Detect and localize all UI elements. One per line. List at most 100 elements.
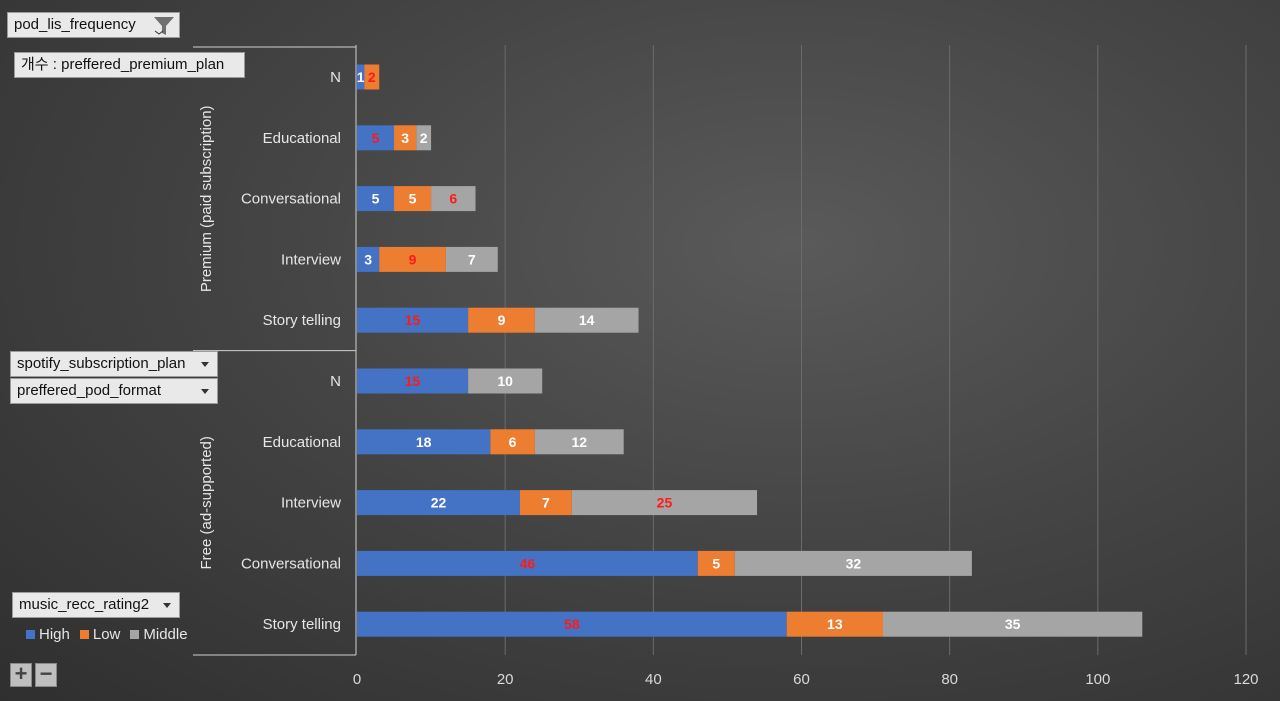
filter-field-button[interactable]: pod_lis_frequency bbox=[7, 12, 180, 38]
data-label: 3 bbox=[364, 251, 372, 267]
data-label: 6 bbox=[509, 434, 517, 450]
bar-segment-low bbox=[394, 186, 432, 212]
data-label: 46 bbox=[520, 555, 536, 571]
legend-item-middle[interactable]: Middle bbox=[130, 626, 188, 643]
bar-segment-low bbox=[697, 550, 735, 576]
bar-segment-low bbox=[519, 490, 572, 516]
category-label: Story telling bbox=[263, 616, 341, 633]
row-field-label-format: preffered_pod_format bbox=[17, 382, 161, 399]
legend-field-label: music_recc_rating2 bbox=[19, 596, 150, 613]
collapse-field-button[interactable]: − bbox=[35, 663, 57, 687]
minus-icon: − bbox=[39, 661, 53, 686]
bar-segment-low bbox=[490, 429, 535, 455]
data-label: 35 bbox=[1005, 616, 1021, 632]
category-label: N bbox=[330, 373, 341, 390]
bar-segment-middle bbox=[468, 368, 543, 394]
chart-legend: High Low Middle bbox=[26, 626, 188, 643]
category-label: Story telling bbox=[263, 312, 341, 329]
data-label: 14 bbox=[579, 312, 595, 328]
legend-label-high: High bbox=[39, 626, 70, 643]
data-label: 22 bbox=[431, 495, 447, 511]
x-tick-label: 20 bbox=[497, 671, 514, 688]
bar-segment-high bbox=[357, 246, 380, 272]
x-tick-label: 40 bbox=[645, 671, 662, 688]
legend-swatch-middle bbox=[130, 630, 140, 639]
value-field-button[interactable]: 개수 : preffered_premium_plan bbox=[14, 52, 245, 78]
legend-label-middle: Middle bbox=[143, 626, 188, 643]
data-label: 5 bbox=[372, 191, 380, 207]
data-label: 7 bbox=[542, 495, 550, 511]
data-label: 7 bbox=[468, 251, 476, 267]
data-label: 5 bbox=[712, 555, 720, 571]
bar-segment-low bbox=[364, 64, 380, 90]
bar-segment-middle bbox=[571, 490, 758, 516]
bar-segment-low bbox=[394, 125, 417, 151]
chevron-down-icon[interactable] bbox=[201, 389, 209, 394]
expand-field-button[interactable]: + bbox=[10, 663, 32, 687]
x-tick-label: 80 bbox=[941, 671, 958, 688]
data-label: 15 bbox=[405, 373, 421, 389]
bar-segment-high bbox=[357, 368, 469, 394]
bar-segment-low bbox=[379, 246, 446, 272]
data-label: 13 bbox=[827, 616, 843, 632]
bar-segment-middle bbox=[882, 611, 1143, 637]
group-label: Free (ad-supported) bbox=[198, 436, 215, 569]
category-label: Educational bbox=[263, 434, 341, 451]
bar-segment-middle bbox=[416, 125, 432, 151]
bar-segment-high bbox=[357, 307, 469, 333]
value-field-label: 개수 : preffered_premium_plan bbox=[21, 56, 225, 73]
legend-label-low: Low bbox=[92, 626, 121, 643]
row-field-button-format[interactable]: preffered_pod_format bbox=[10, 378, 218, 404]
data-label: 1 bbox=[357, 69, 365, 85]
bar-segment-high bbox=[357, 429, 491, 455]
category-label: Conversational bbox=[241, 555, 341, 572]
data-label: 2 bbox=[420, 130, 428, 146]
bar-segment-high bbox=[357, 64, 365, 90]
x-tick-label: 60 bbox=[793, 671, 810, 688]
bar-segment-high bbox=[357, 125, 395, 151]
bar-segment-high bbox=[357, 611, 787, 637]
data-label: 12 bbox=[571, 434, 587, 450]
data-label: 6 bbox=[449, 191, 457, 207]
data-label: 18 bbox=[416, 434, 432, 450]
filter-field-label: pod_lis_frequency bbox=[14, 16, 136, 33]
bar-segment-high bbox=[357, 550, 698, 576]
data-label: 15 bbox=[405, 312, 421, 328]
chevron-down-icon[interactable] bbox=[201, 362, 209, 367]
data-label: 5 bbox=[372, 130, 380, 146]
data-label: 2 bbox=[368, 69, 376, 85]
bar-segment-middle bbox=[534, 307, 639, 333]
data-label: 10 bbox=[497, 373, 513, 389]
category-label: Interview bbox=[281, 495, 341, 512]
category-label: N bbox=[330, 69, 341, 86]
category-label: Conversational bbox=[241, 191, 341, 208]
data-label: 9 bbox=[498, 312, 506, 328]
bar-segment-high bbox=[357, 186, 395, 212]
data-label: 9 bbox=[409, 251, 417, 267]
category-label: Interview bbox=[281, 251, 341, 268]
legend-field-button[interactable]: music_recc_rating2 bbox=[12, 592, 180, 618]
row-field-button-plan[interactable]: spotify_subscription_plan bbox=[10, 351, 218, 377]
x-tick-label: 120 bbox=[1233, 671, 1258, 688]
chevron-down-icon[interactable] bbox=[163, 603, 171, 608]
filter-icon[interactable] bbox=[151, 14, 177, 38]
plus-icon: + bbox=[14, 661, 28, 686]
legend-swatch-low bbox=[79, 630, 89, 639]
bar-segment-middle bbox=[445, 246, 498, 272]
bar-segment-low bbox=[468, 307, 535, 333]
x-tick-label: 0 bbox=[353, 671, 361, 688]
bar-segment-middle bbox=[431, 186, 476, 212]
bar-segment-low bbox=[786, 611, 883, 637]
legend-item-low[interactable]: Low bbox=[79, 626, 121, 643]
row-field-label-plan: spotify_subscription_plan bbox=[17, 355, 186, 372]
bar-segment-middle bbox=[534, 429, 624, 455]
category-label: Educational bbox=[263, 130, 341, 147]
data-label: 5 bbox=[409, 191, 417, 207]
bar-segment-middle bbox=[734, 550, 972, 576]
legend-item-high[interactable]: High bbox=[26, 626, 70, 643]
data-label: 32 bbox=[846, 555, 862, 571]
data-label: 25 bbox=[657, 495, 673, 511]
legend-swatch-high bbox=[26, 630, 35, 639]
data-label: 58 bbox=[564, 616, 580, 632]
